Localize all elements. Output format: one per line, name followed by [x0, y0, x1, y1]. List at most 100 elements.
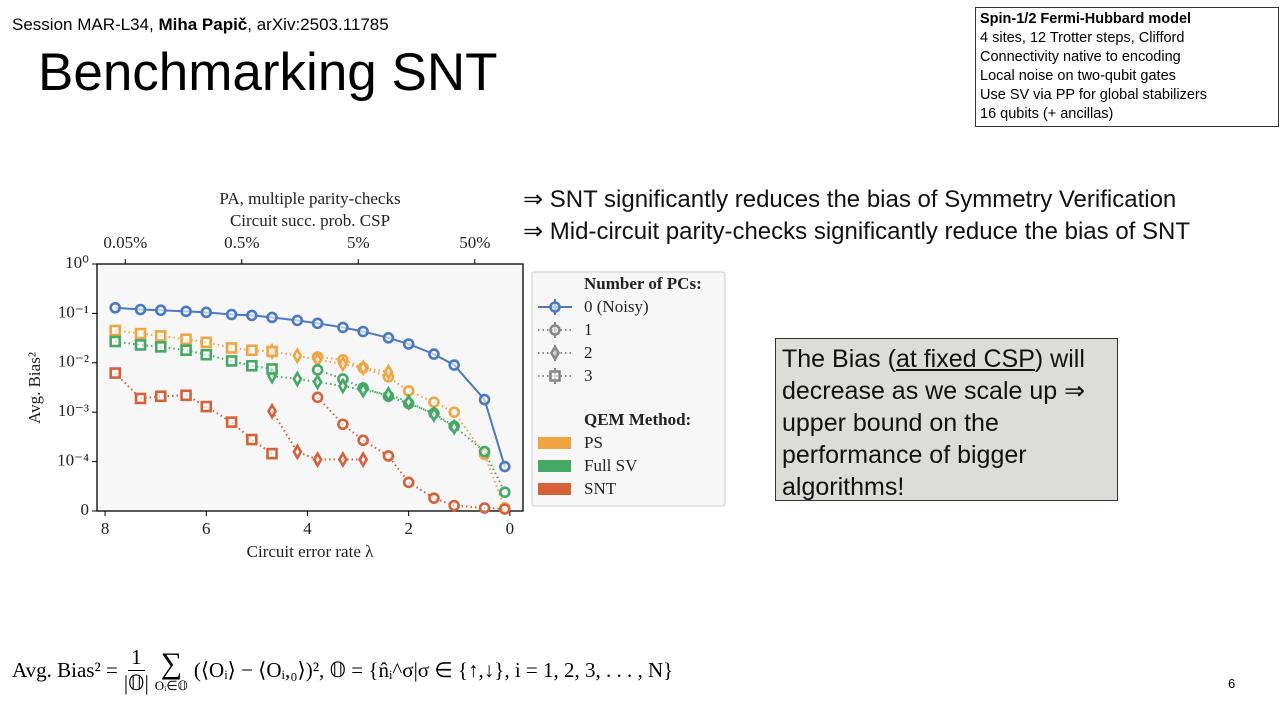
marker [312, 351, 323, 369]
marker [266, 345, 278, 358]
slide-title: Benchmarking SNT [38, 43, 498, 102]
x2-axis-label: Circuit succ. prob. CSP [230, 211, 390, 230]
denominator: |𝕆| [123, 671, 149, 695]
marker [478, 502, 491, 514]
y-tick-label: 10⁰ [65, 253, 89, 272]
series-line [271, 350, 389, 374]
marker [154, 390, 167, 403]
info-line: Spin-1/2 Fermi-Hubbard model [980, 11, 1192, 27]
series-line [271, 375, 455, 428]
legend-label: 1 [584, 320, 593, 339]
y-tick-label: 10⁻³ [58, 401, 89, 420]
marker [402, 476, 415, 489]
marker [134, 303, 147, 316]
marker [134, 327, 147, 340]
numerator: 1 [128, 645, 145, 671]
marker [311, 391, 324, 404]
marker [292, 347, 303, 365]
marker [478, 393, 491, 406]
marker [312, 373, 323, 391]
info-line: Connectivity native to encoding [980, 49, 1181, 65]
callout-text: ) will decrease as we scale up ⇒ upper b… [782, 345, 1086, 501]
marker [292, 370, 303, 388]
formula-rhs: (⟨Oᵢ⟩ − ⟨Oᵢ,₀⟩)², 𝕆 = {n̂ᵢ^σ|σ ∈ {↑,↓}, … [193, 658, 674, 682]
series-line [271, 410, 364, 461]
info-line: Use SV via PP for global stabilizers [980, 87, 1208, 103]
marker [225, 342, 238, 354]
marker [383, 385, 394, 403]
marker [180, 305, 192, 318]
marker [403, 393, 414, 411]
marker [428, 405, 439, 424]
marker [357, 325, 369, 338]
reference: , arXiv:2503.11785 [247, 15, 389, 34]
marker [549, 301, 561, 313]
callout-box: The Bias (at fixed CSP) will decrease as… [775, 338, 1118, 501]
x2-tick-label: 50% [459, 233, 490, 252]
marker [448, 499, 460, 512]
page-number: 6 [1228, 676, 1236, 691]
fraction: 1 |𝕆| [124, 645, 149, 696]
marker [337, 418, 349, 431]
marker [311, 364, 324, 376]
x2-tick-label: 5% [347, 233, 370, 252]
marker [266, 311, 278, 324]
marker [448, 406, 460, 419]
series-line [115, 329, 273, 353]
legend-label: Full SV [584, 456, 638, 475]
marker [266, 363, 278, 375]
plot-area [97, 264, 523, 511]
plot-frame [96, 263, 524, 512]
marker [134, 392, 147, 405]
marker [246, 344, 258, 356]
marker [549, 370, 561, 382]
marker [291, 314, 304, 327]
marker [292, 443, 303, 461]
sum: ∑ Oᵢ∈𝕆 [154, 647, 188, 693]
sum-index: Oᵢ∈𝕆 [154, 678, 188, 693]
marker [134, 339, 147, 351]
marker [428, 492, 440, 504]
marker [358, 359, 369, 377]
info-line: 16 qubits (+ ancillas) [980, 106, 1114, 122]
marker [225, 308, 238, 321]
legend-swatch [538, 460, 571, 472]
marker [109, 335, 122, 348]
legend-swatch [538, 483, 571, 495]
marker [200, 348, 213, 361]
legend-title: Number of PCs: [584, 274, 702, 293]
marker [449, 418, 460, 436]
marker [246, 309, 258, 322]
marker [549, 324, 561, 336]
sum-sign: ∑ [160, 647, 183, 680]
marker [402, 338, 415, 350]
marker [266, 447, 278, 460]
y-tick-label: 0 [81, 500, 90, 519]
x-tick-label: 4 [303, 519, 312, 538]
marker [337, 321, 349, 334]
y-tick-label: 10⁻⁴ [57, 451, 89, 470]
info-line: Local noise on two-qubit gates [980, 68, 1176, 84]
callout-text: The Bias ( [782, 345, 896, 373]
marker [311, 317, 324, 330]
marker [109, 301, 122, 314]
formula: Avg. Bias² = 1 |𝕆| ∑ Oᵢ∈𝕆 (⟨Oᵢ⟩ − ⟨Oᵢ,₀⟩)²… [12, 645, 673, 696]
marker [225, 355, 238, 367]
marker [267, 402, 278, 420]
marker [154, 330, 167, 342]
chart-title: PA, multiple parity-checks [219, 189, 400, 208]
legend-label: 3 [584, 366, 593, 385]
marker [200, 336, 213, 349]
marker [180, 389, 192, 402]
marker [383, 363, 394, 381]
marker [109, 324, 122, 337]
author: Miha Papič [158, 15, 248, 34]
legend-label: SNT [584, 479, 617, 498]
marker [154, 341, 167, 353]
formula-lhs: Avg. Bias² = [12, 658, 118, 682]
marker [337, 355, 348, 373]
legend-label: 0 (Noisy) [584, 297, 649, 316]
marker [382, 450, 395, 462]
marker [246, 359, 258, 372]
info-line: 4 sites, 12 Trotter steps, Clifford [980, 30, 1185, 46]
